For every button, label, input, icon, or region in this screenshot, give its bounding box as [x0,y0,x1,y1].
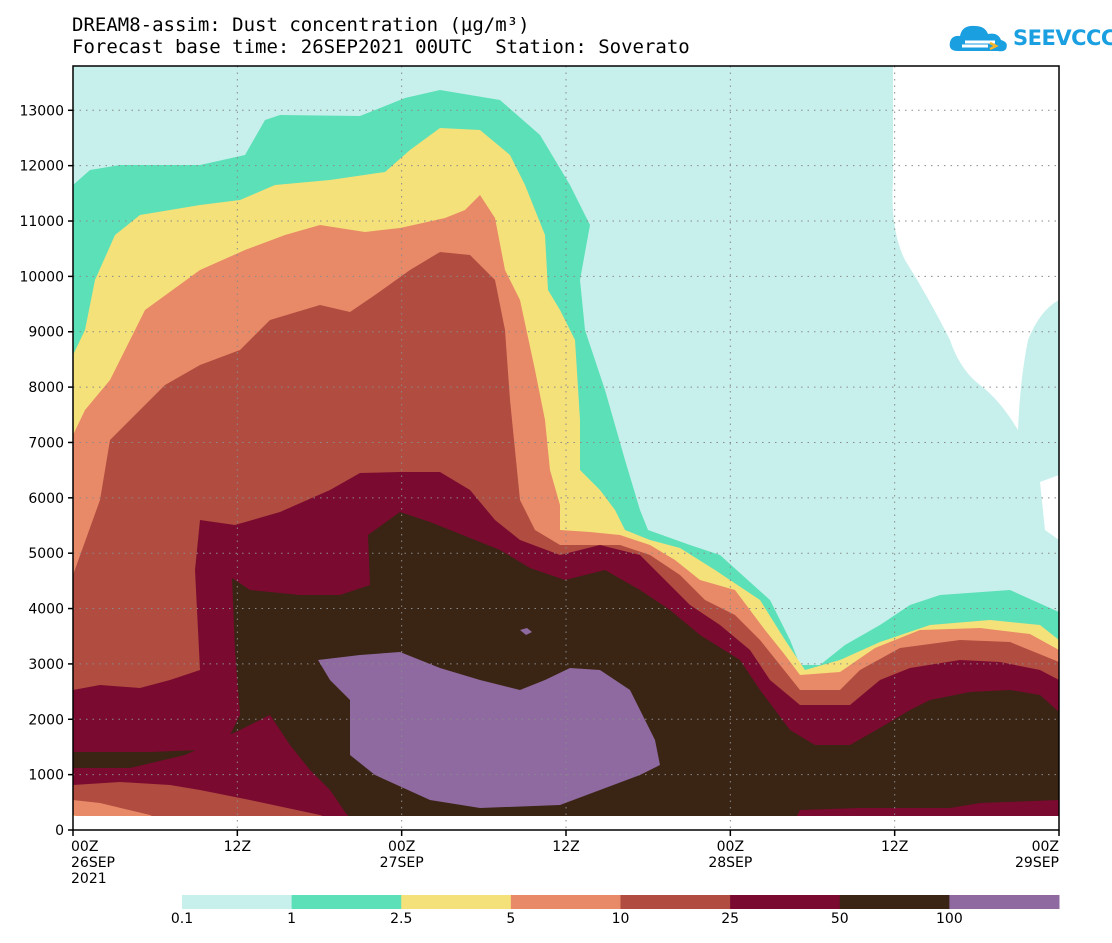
legend-level-label: 5 [506,911,515,927]
y-tick-label: 9000 [28,325,64,341]
legend-level-label: 1 [287,911,296,927]
x-tick-label: 00Z [717,839,744,855]
y-tick-label: 11000 [19,214,64,230]
legend-swatch-100 [949,895,1060,909]
x-tick-date-label: 29SEP [1015,855,1059,871]
x-tick-label: 12Z [552,839,579,855]
legend-level-label: 50 [831,911,849,927]
ground-strip [73,816,1059,830]
x-tick-date-label: 28SEP [708,855,752,871]
legend-swatch-25 [730,895,841,909]
x-tick-label: 12Z [224,839,251,855]
seevccc-logo: SEEVCCC [948,20,1112,56]
legend-swatch-5 [510,895,621,909]
band-100 [318,652,660,808]
y-tick-label: 13000 [19,103,64,119]
y-tick-label: 2000 [28,712,64,728]
legend-level-label: 100 [936,911,963,927]
contour-field [73,66,1059,830]
legend-swatch-1 [291,895,402,909]
x-tick-label: 00Z [71,839,98,855]
y-axis: 0 1000 2000 3000 4000 5000 6000 7000 8000 9000 100… [19,103,73,839]
chart-title: DREAM8-assim: Dust concentration (µg/m³) [72,14,530,36]
legend-swatch-10 [620,895,731,909]
legend-swatch-2-5 [401,895,512,909]
x-tick-label: 00Z [1032,839,1059,855]
legend-level-label: 25 [721,911,739,927]
legend-swatch-50 [839,895,950,909]
y-tick-label: 6000 [28,491,64,507]
x-tick-label: 12Z [881,839,908,855]
y-tick-label: 5000 [28,546,64,562]
x-tick-date-label: 27SEP [380,855,424,871]
y-tick-label: 4000 [28,602,64,618]
y-tick-label: 1000 [28,768,64,784]
colorbar-legend: 0.1 1 2.5 5 10 25 50 100 [171,895,1060,927]
y-tick-label: 3000 [28,657,64,673]
logo-text: SEEVCCC [1013,26,1112,50]
band-100-small-cell [520,628,532,635]
x-tick-year-label: 2021 [71,871,107,887]
legend-level-label: 2.5 [390,911,412,927]
band-below-0-1-upper-right [892,66,1059,430]
y-tick-label: 7000 [28,435,64,451]
y-tick-label: 10000 [19,269,64,285]
x-tick-date-label: 26SEP [71,855,115,871]
legend-level-label: 0.1 [171,911,193,927]
y-tick-label: 12000 [19,159,64,175]
y-tick-label: 8000 [28,380,64,396]
band-below-0-1-right-edge [1040,475,1059,540]
legend-swatch-0-1 [182,895,293,909]
x-tick-label: 00Z [388,839,415,855]
cloud-icon [949,25,1007,52]
y-tick-label: 0 [55,823,64,839]
legend-level-label: 10 [612,911,630,927]
chart-subtitle: Forecast base time: 26SEP2021 00UTC Stat… [72,36,690,58]
